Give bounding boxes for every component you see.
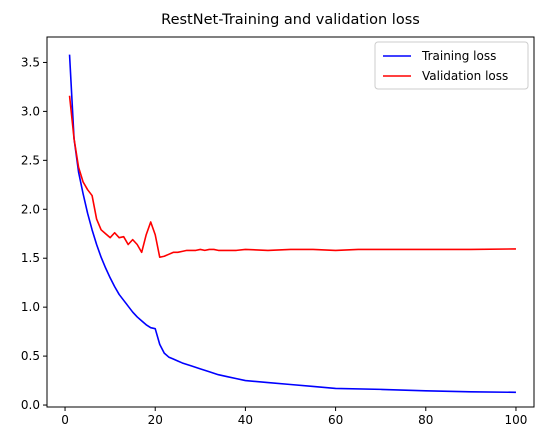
y-tick-label: 0.5	[21, 349, 40, 363]
chart-title: RestNet-Training and validation loss	[161, 12, 420, 28]
legend-label: Validation loss	[422, 69, 508, 83]
y-tick-label: 0.0	[21, 398, 40, 412]
x-tick-label: 0	[61, 413, 69, 427]
y-tick-label: 2.5	[21, 153, 40, 167]
x-tick-label: 100	[505, 413, 528, 427]
legend-label: Training loss	[421, 49, 496, 63]
series-line-training	[68, 54, 516, 394]
y-tick-label: 1.0	[21, 300, 40, 314]
x-tick-label: 20	[148, 413, 163, 427]
y-tick-label: 2.0	[21, 202, 40, 216]
plot-frame	[46, 36, 535, 408]
y-tick-label: 3.0	[21, 104, 40, 118]
x-tick-label: 40	[238, 413, 253, 427]
series-line-validation	[68, 95, 516, 259]
y-tick-label: 3.5	[21, 55, 40, 69]
legend-box	[374, 41, 529, 90]
x-tick-label: 80	[418, 413, 433, 427]
x-tick-label: 60	[328, 413, 343, 427]
legend: Training loss Validation loss	[374, 41, 529, 90]
y-tick-label: 1.5	[21, 251, 40, 265]
